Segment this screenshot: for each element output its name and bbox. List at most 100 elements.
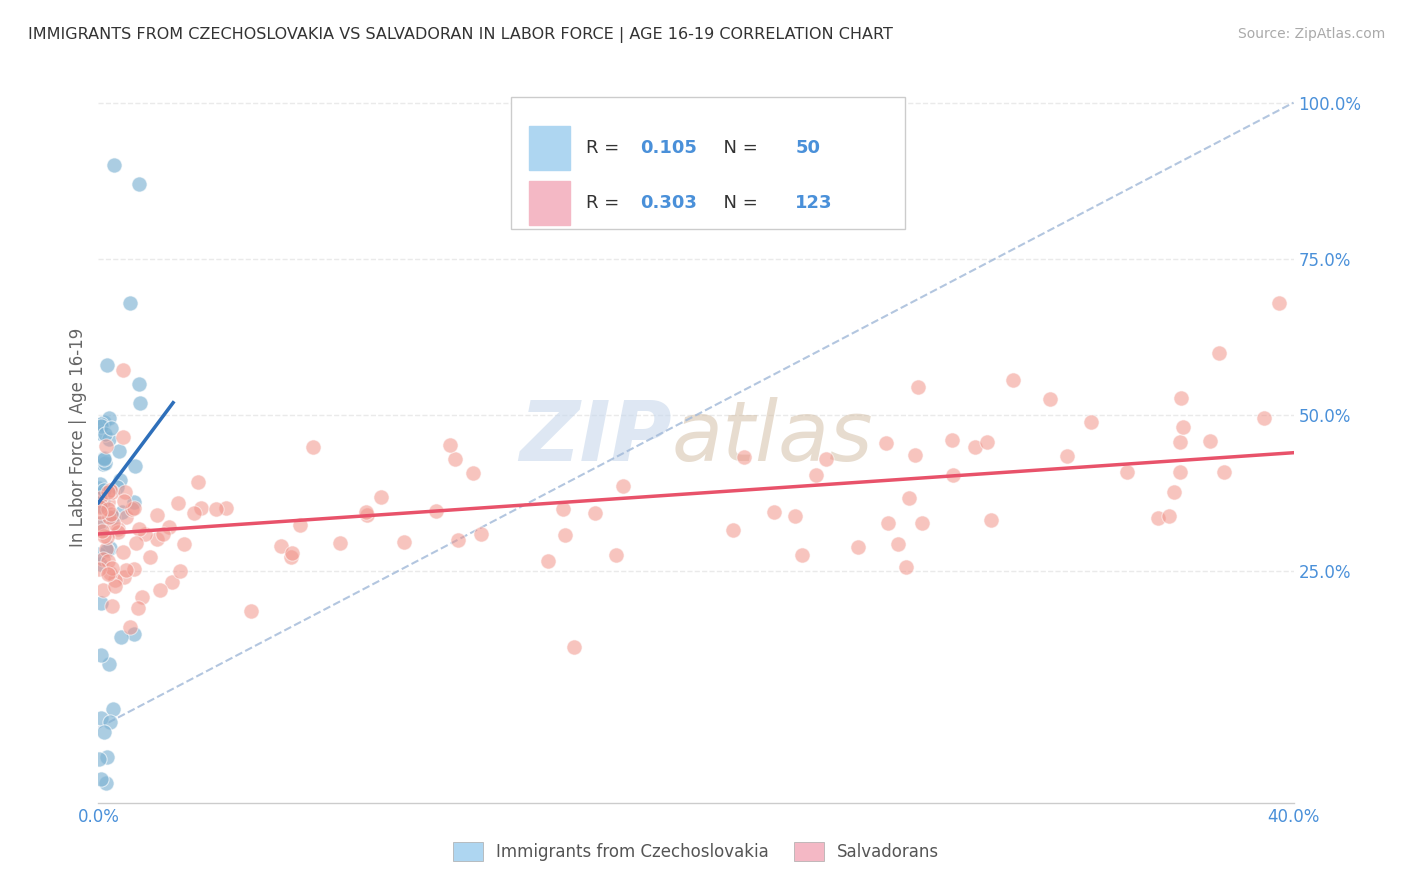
Text: 0.303: 0.303 — [640, 194, 697, 212]
Point — [875, 436, 897, 450]
Point — [1199, 434, 1222, 448]
Point — [111, 430, 134, 444]
Point — [146, 508, 169, 522]
Point — [91, 485, 114, 500]
Point — [94, 439, 117, 453]
Text: 123: 123 — [796, 194, 832, 212]
Point — [96, 530, 118, 544]
Bar — [529, 181, 571, 225]
Point — [90, 500, 112, 514]
Text: Source: ZipAtlas.com: Source: ZipAtlas.com — [1237, 27, 1385, 41]
Point — [134, 527, 156, 541]
Point — [444, 451, 467, 466]
Point — [111, 505, 134, 519]
Point — [1208, 345, 1230, 359]
Point — [110, 630, 132, 644]
Point — [129, 395, 152, 409]
Point — [239, 604, 262, 618]
Point — [124, 562, 146, 576]
Point — [89, 516, 111, 531]
Point — [1056, 449, 1078, 463]
Point — [280, 546, 302, 560]
Point — [146, 532, 169, 546]
Point — [91, 493, 114, 508]
Text: ZIP: ZIP — [519, 397, 672, 477]
Point — [98, 714, 121, 729]
Point — [101, 560, 124, 574]
Point — [329, 536, 352, 550]
Point — [100, 483, 122, 497]
Point — [896, 559, 918, 574]
Point — [101, 599, 124, 613]
Point — [605, 548, 627, 562]
Point — [551, 501, 574, 516]
Point — [91, 552, 114, 566]
Point — [205, 502, 228, 516]
Text: R =: R = — [586, 194, 626, 212]
Point — [439, 438, 461, 452]
Point — [470, 526, 492, 541]
Point — [877, 516, 900, 530]
Point — [1163, 484, 1185, 499]
Point — [97, 510, 120, 524]
Point — [425, 503, 447, 517]
Point — [167, 496, 190, 510]
Point — [1115, 465, 1137, 479]
Point — [173, 537, 195, 551]
Point — [94, 776, 117, 790]
Point — [131, 591, 153, 605]
Text: 50: 50 — [796, 139, 820, 157]
Point — [1170, 391, 1192, 405]
Point — [1267, 295, 1289, 310]
Point — [89, 491, 111, 506]
Point — [93, 724, 115, 739]
Point — [904, 448, 927, 462]
Point — [721, 523, 744, 537]
Point — [93, 452, 115, 467]
Point — [897, 491, 920, 505]
Point — [1168, 465, 1191, 479]
Point — [1039, 392, 1062, 406]
Point — [112, 494, 135, 508]
Point — [121, 502, 143, 516]
Point — [127, 600, 149, 615]
Point — [790, 548, 813, 562]
Point — [157, 520, 180, 534]
Point — [392, 535, 415, 549]
Point — [97, 502, 120, 516]
Point — [96, 749, 118, 764]
Text: N =: N = — [711, 139, 763, 157]
Point — [848, 541, 870, 555]
Point — [93, 450, 115, 465]
Point — [190, 501, 212, 516]
Point — [783, 508, 806, 523]
Point — [128, 376, 150, 391]
Point — [93, 415, 115, 429]
Point — [89, 500, 111, 514]
Point — [89, 505, 111, 519]
Point — [354, 505, 377, 519]
Point — [101, 484, 124, 499]
Point — [91, 582, 114, 597]
Text: atlas: atlas — [672, 397, 873, 477]
Point — [562, 640, 585, 655]
Point — [370, 491, 392, 505]
Point — [93, 529, 115, 543]
Point — [96, 358, 118, 372]
Point — [89, 557, 111, 571]
Point — [980, 513, 1002, 527]
Point — [806, 468, 828, 483]
Point — [124, 627, 146, 641]
Point — [290, 518, 312, 533]
Point — [1253, 410, 1275, 425]
Point — [89, 481, 111, 495]
Point — [90, 596, 112, 610]
Point — [98, 411, 121, 425]
Point — [93, 483, 115, 498]
Point — [183, 506, 205, 520]
Point — [122, 495, 145, 509]
Text: IMMIGRANTS FROM CZECHOSLOVAKIA VS SALVADORAN IN LABOR FORCE | AGE 16-19 CORRELAT: IMMIGRANTS FROM CZECHOSLOVAKIA VS SALVAD… — [28, 27, 893, 43]
Point — [94, 542, 117, 557]
Point — [90, 772, 112, 787]
Point — [114, 485, 136, 500]
